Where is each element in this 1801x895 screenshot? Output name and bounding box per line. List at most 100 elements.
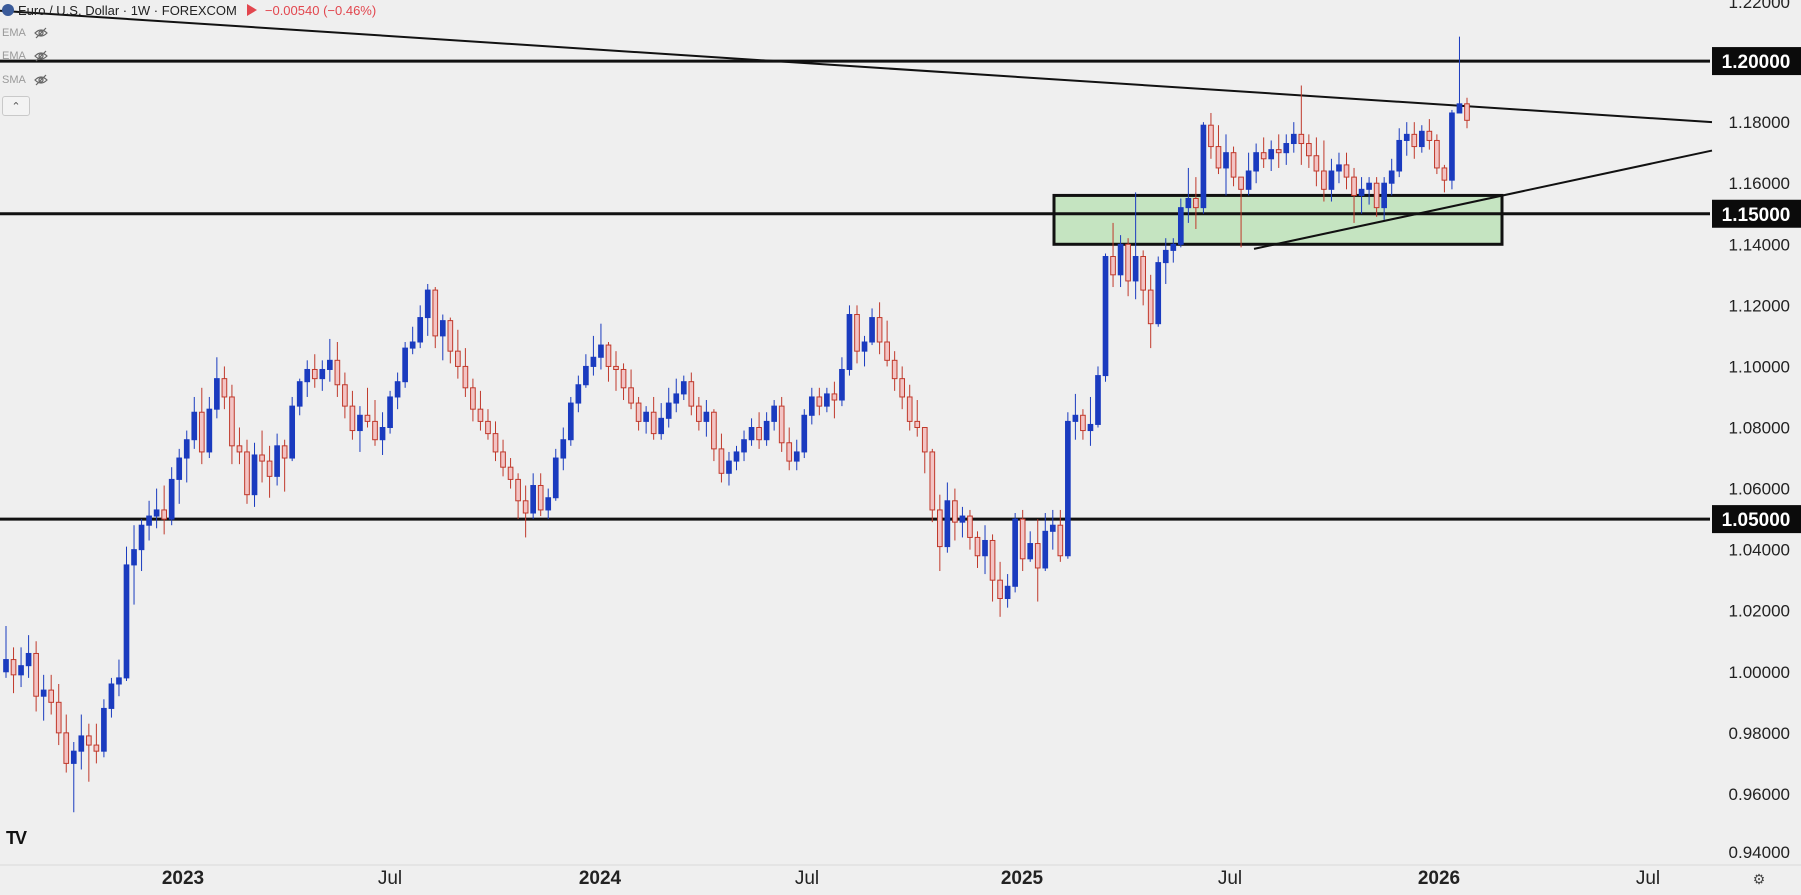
candle-body[interactable]	[515, 478, 521, 502]
candle-body[interactable]	[101, 707, 107, 752]
candle-body[interactable]	[206, 408, 213, 453]
candle-body[interactable]	[500, 451, 506, 468]
candle-body[interactable]	[1373, 182, 1380, 209]
candle-body[interactable]	[40, 689, 47, 697]
candle-body[interactable]	[575, 384, 582, 404]
candle-body[interactable]	[1155, 262, 1162, 325]
candle-body[interactable]	[967, 515, 973, 538]
candle-body[interactable]	[138, 524, 145, 551]
candle-body[interactable]	[921, 427, 928, 453]
candle-body[interactable]	[274, 445, 280, 477]
candle-body[interactable]	[1049, 524, 1056, 532]
candle-body[interactable]	[786, 442, 793, 462]
candle-body[interactable]	[1208, 124, 1214, 148]
candle-body[interactable]	[854, 314, 860, 352]
candle-body[interactable]	[1321, 170, 1327, 190]
candle-body[interactable]	[116, 677, 122, 685]
candle-body[interactable]	[153, 509, 160, 517]
indicator-ema-1[interactable]: EMA	[2, 24, 48, 42]
candle-body[interactable]	[1057, 524, 1064, 557]
candle-body[interactable]	[1418, 130, 1425, 148]
candle-body[interactable]	[846, 314, 853, 370]
candle-body[interactable]	[876, 317, 883, 343]
candle-body[interactable]	[583, 365, 589, 386]
candle-body[interactable]	[522, 500, 529, 514]
candle-body[interactable]	[1441, 167, 1448, 181]
candle-body[interactable]	[131, 549, 137, 566]
candle-body[interactable]	[824, 393, 830, 407]
candle-body[interactable]	[123, 564, 130, 679]
candle-body[interactable]	[906, 396, 913, 422]
candle-body[interactable]	[1102, 256, 1109, 377]
candle-body[interactable]	[447, 320, 454, 352]
candle-body[interactable]	[266, 460, 273, 477]
candle-body[interactable]	[492, 433, 499, 453]
eye-hidden-icon[interactable]	[33, 26, 48, 40]
candle-body[interactable]	[650, 411, 657, 435]
candle-body[interactable]	[635, 402, 642, 422]
candle-body[interactable]	[1313, 155, 1320, 172]
candle-body[interactable]	[326, 359, 333, 370]
candle-body[interactable]	[78, 735, 85, 752]
candle-body[interactable]	[914, 420, 921, 428]
candle-body[interactable]	[756, 427, 762, 441]
candle-body[interactable]	[409, 341, 416, 349]
candle-body[interactable]	[1080, 414, 1086, 432]
candle-body[interactable]	[1012, 518, 1018, 587]
candle-body[interactable]	[673, 393, 680, 404]
symbol-title[interactable]: Euro / U.S. Dollar · 1W · FOREXCOM	[18, 2, 237, 18]
candle-body[interactable]	[1087, 423, 1094, 432]
candle-body[interactable]	[48, 689, 55, 703]
candle-body[interactable]	[1268, 149, 1275, 160]
candle-body[interactable]	[1426, 130, 1433, 141]
candle-body[interactable]	[176, 457, 183, 480]
candle-body[interactable]	[1170, 243, 1177, 251]
candle-body[interactable]	[146, 515, 152, 526]
candle-body[interactable]	[1351, 176, 1357, 196]
candle-body[interactable]	[455, 350, 461, 367]
candle-body[interactable]	[439, 320, 446, 337]
candle-body[interactable]	[741, 439, 747, 453]
candle-body[interactable]	[688, 381, 695, 407]
candle-body[interactable]	[10, 659, 17, 676]
candle-body[interactable]	[997, 579, 1003, 600]
candle-body[interactable]	[424, 289, 431, 319]
candle-body[interactable]	[530, 485, 536, 514]
candle-body[interactable]	[1366, 182, 1372, 190]
candle-body[interactable]	[70, 750, 77, 764]
candle-body[interactable]	[1358, 188, 1365, 196]
candle-body[interactable]	[1193, 197, 1199, 209]
candle-body[interactable]	[658, 417, 665, 435]
candle-body[interactable]	[884, 341, 890, 361]
flag-icon[interactable]	[246, 4, 257, 16]
indicator-sma[interactable]: SMA	[2, 71, 48, 89]
candle-body[interactable]	[357, 414, 363, 432]
candle-body[interactable]	[726, 460, 732, 474]
candle-body[interactable]	[1042, 530, 1049, 569]
candle-body[interactable]	[168, 478, 175, 520]
candle-body[interactable]	[342, 384, 348, 407]
candle-body[interactable]	[1185, 197, 1192, 209]
candle-body[interactable]	[477, 408, 484, 422]
candle-body[interactable]	[1177, 207, 1184, 245]
candle-body[interactable]	[937, 509, 943, 548]
candle-body[interactable]	[25, 652, 32, 667]
candle-body[interactable]	[680, 381, 687, 395]
candle-body[interactable]	[55, 701, 62, 734]
candle-body[interactable]	[183, 439, 190, 459]
candle-body[interactable]	[1298, 133, 1305, 145]
candle-body[interactable]	[831, 393, 838, 401]
candle-body[interactable]	[1411, 133, 1418, 148]
candle-body[interactable]	[1095, 375, 1101, 425]
candle-body[interactable]	[198, 411, 205, 453]
candle-body[interactable]	[560, 439, 567, 459]
candle-body[interactable]	[733, 451, 740, 462]
candle-body[interactable]	[1396, 139, 1403, 172]
candle-body[interactable]	[620, 368, 627, 389]
candle-body[interactable]	[1245, 170, 1252, 190]
candle-body[interactable]	[1275, 149, 1282, 154]
candle-body[interactable]	[989, 539, 996, 581]
candle-body[interactable]	[1027, 543, 1034, 560]
candle-body[interactable]	[1132, 256, 1139, 282]
candle-body[interactable]	[507, 466, 514, 480]
